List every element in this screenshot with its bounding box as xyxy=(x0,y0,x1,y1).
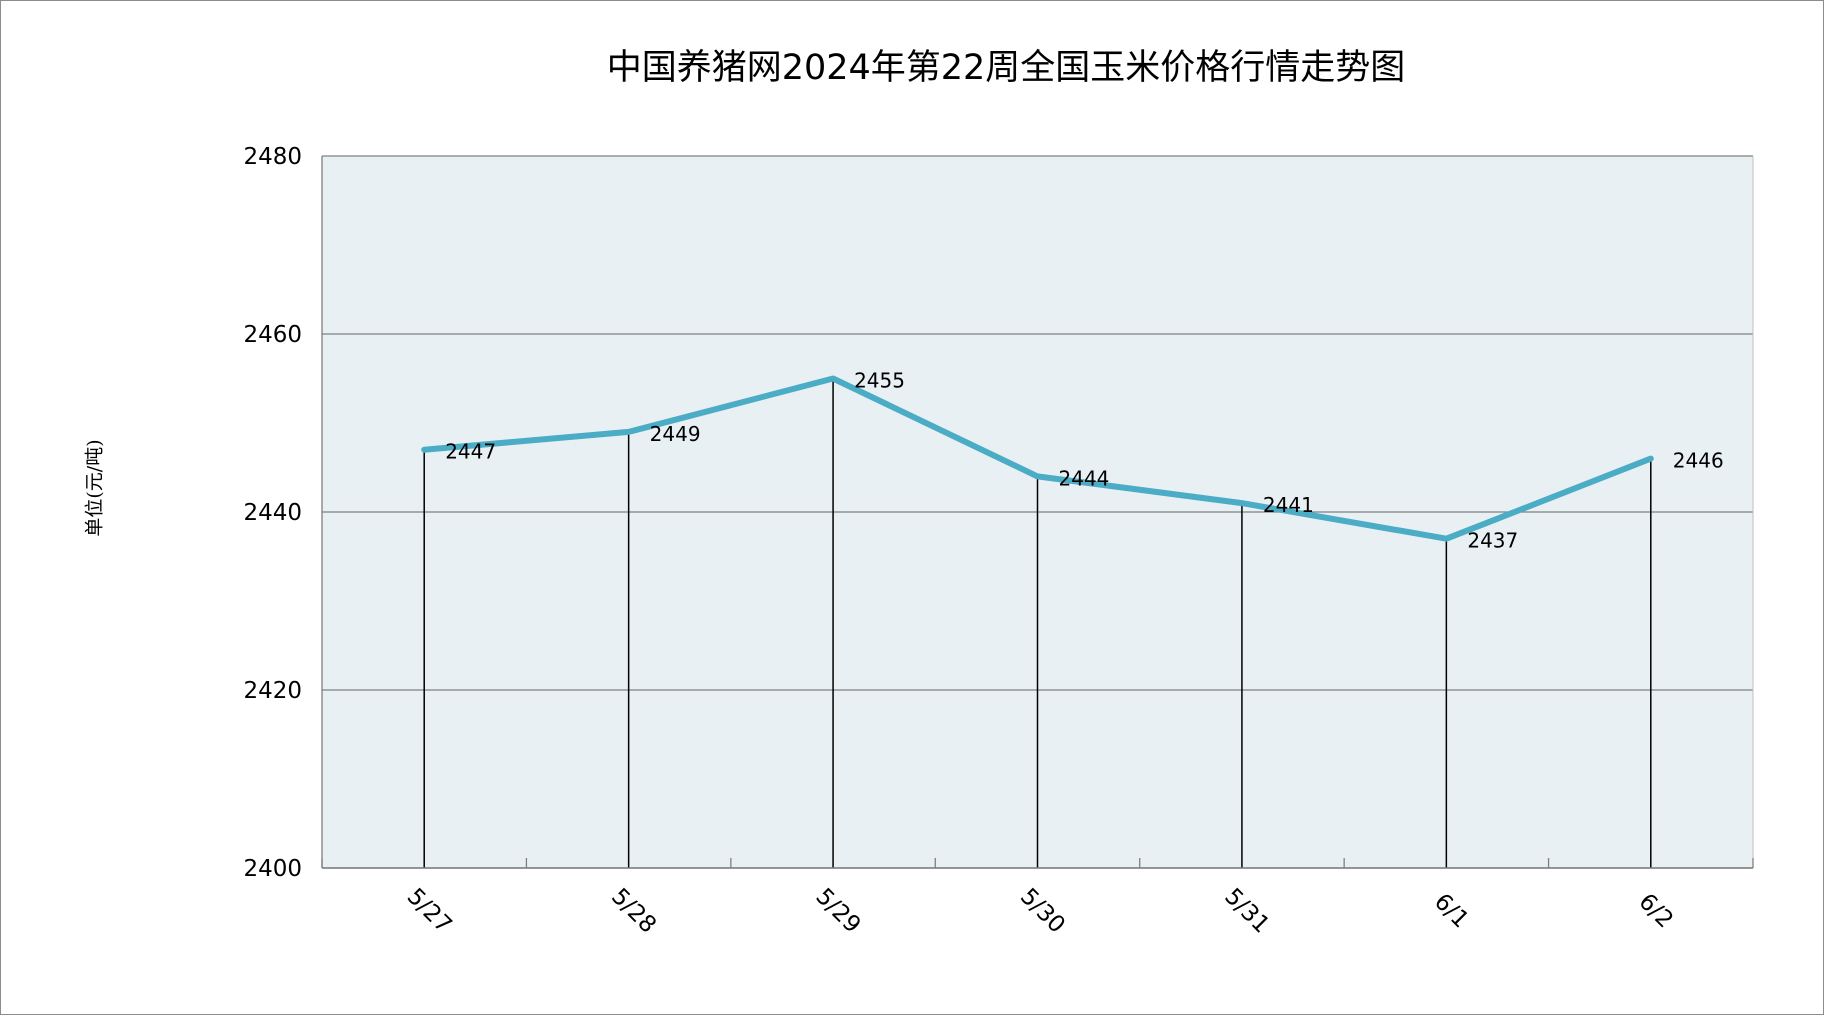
x-tick-label: 5/30 xyxy=(1015,884,1070,939)
axes xyxy=(321,156,1754,869)
y-tick-label: 2400 xyxy=(243,856,302,882)
x-tick-label: 6/2 xyxy=(1633,889,1678,934)
x-tick-labels: 5/27 5/28 5/29 5/30 5/31 6/1 6/2 xyxy=(402,884,1678,939)
data-label: 2441 xyxy=(1263,493,1314,517)
data-label: 2437 xyxy=(1467,529,1518,553)
y-tick-label: 2480 xyxy=(243,144,302,170)
series-line xyxy=(421,375,1654,542)
x-tick-label: 5/31 xyxy=(1219,884,1274,939)
chart-title: 中国养猪网2024年第22周全国玉米价格行情走势图 xyxy=(606,48,1406,88)
x-tick-label: 5/27 xyxy=(402,884,457,939)
y-tick-label: 2420 xyxy=(243,678,302,704)
data-label: 2446 xyxy=(1673,449,1724,473)
y-tick-labels: 2400 2420 2440 2460 2480 xyxy=(243,144,302,882)
data-label: 2444 xyxy=(1059,466,1110,490)
data-label: 2447 xyxy=(445,440,496,464)
data-label: 2449 xyxy=(650,422,701,446)
x-tick-label: 5/28 xyxy=(606,884,661,939)
data-labels: 2447 2449 2455 2444 2441 2437 2446 xyxy=(445,369,1723,553)
x-tick-label: 6/1 xyxy=(1429,889,1474,934)
y-tick-label: 2440 xyxy=(243,500,302,526)
data-label: 2455 xyxy=(854,369,905,393)
x-tick-label: 5/29 xyxy=(811,884,866,939)
y-tick-label: 2460 xyxy=(243,322,302,348)
drop-lines xyxy=(423,378,1652,868)
